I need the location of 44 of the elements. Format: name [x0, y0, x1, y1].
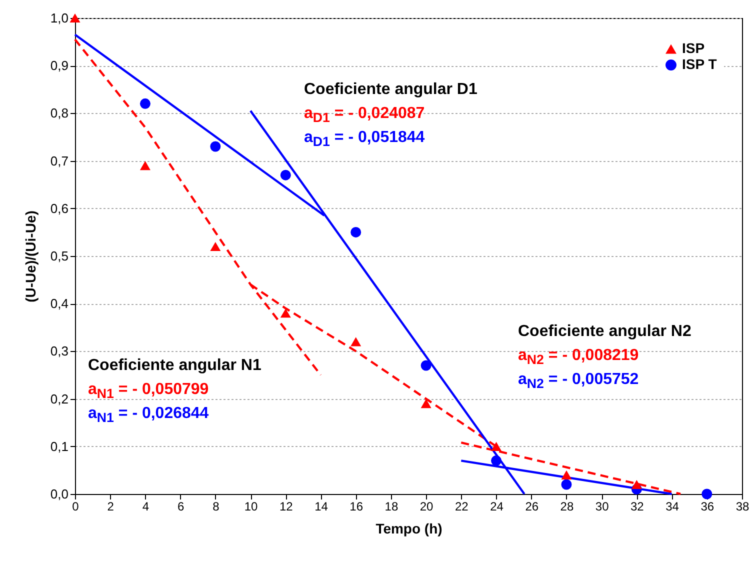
annotation: Coeficiente angular N1	[88, 356, 262, 376]
annotation: a$_{N2}$ = - 0,008219	[518, 346, 639, 370]
y-tick-label: 0,9	[50, 58, 68, 74]
x-tick-label: 14	[314, 500, 328, 514]
x-tick-label: 20	[420, 500, 434, 514]
x-tick-label: 10	[244, 500, 258, 514]
annotation: a$_{N1}$ = - 0,050799	[88, 380, 209, 404]
x-tick-label: 2	[107, 500, 114, 514]
x-tick-label: 0	[72, 500, 80, 514]
annotation: a$_{D1}$ = - 0,051844	[304, 128, 425, 152]
x-tick-label: 32	[630, 500, 644, 514]
y-tick-label: 0,8	[50, 106, 68, 121]
x-tick-label: 12	[279, 500, 294, 514]
y-tick-label: 0,2	[50, 391, 68, 406]
annotation: Coeficiente angular N2	[518, 322, 692, 342]
annotation: Coeficiente angular D1	[304, 80, 478, 100]
x-tick-label: 26	[525, 500, 539, 514]
y-tick-label: 0,4	[50, 296, 68, 312]
y-tick-label: 0,0	[50, 486, 68, 502]
x-tick-label: 28	[560, 500, 574, 514]
x-tick-label: 16	[350, 500, 364, 514]
y-tick-label: 0,6	[50, 200, 68, 216]
legend-label: ISP T	[682, 56, 718, 72]
x-tick-label: 22	[454, 500, 469, 514]
y-axis-title: (U-Ue)/(Ui-Ue)	[22, 210, 38, 302]
y-tick-label: 1,0	[50, 10, 68, 26]
legend-label: ISP	[682, 40, 705, 56]
annotation: a$_{N1}$ = - 0,026844	[88, 404, 209, 428]
x-tick-label: 36	[700, 500, 714, 514]
x-tick-label: 38	[736, 500, 750, 514]
x-tick-label: 18	[384, 500, 398, 514]
x-tick-label: 6	[177, 500, 184, 514]
annotation: a$_{D1}$ = - 0,024087	[304, 104, 425, 128]
x-tick-label: 4	[142, 500, 150, 514]
x-tick-label: 34	[666, 500, 680, 514]
x-tick-label: 30	[595, 500, 610, 514]
y-tick-label: 0,3	[50, 344, 68, 359]
x-tick-label: 8	[212, 500, 220, 514]
y-tick-label: 0,5	[50, 248, 68, 264]
x-tick-label: 24	[490, 500, 504, 514]
x-axis-title: Tempo (h)	[376, 520, 442, 536]
annotation: a$_{N2}$ = - 0,005752	[518, 370, 639, 394]
y-tick-label: 0,1	[50, 438, 68, 454]
y-tick-label: 0,7	[50, 153, 68, 168]
